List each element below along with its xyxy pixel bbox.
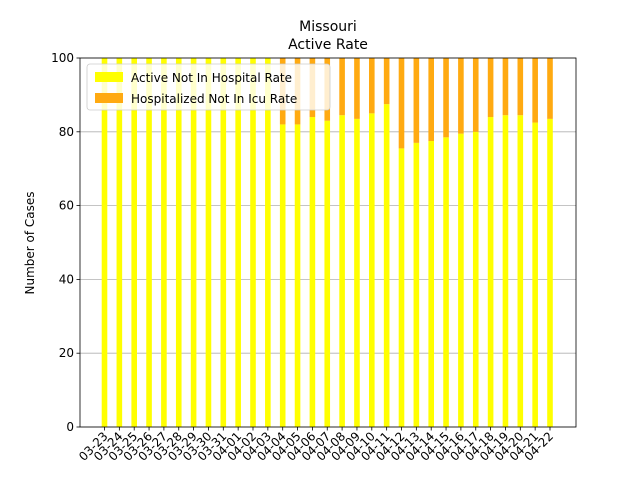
bar-segment bbox=[443, 58, 449, 138]
bar-segment bbox=[294, 124, 301, 428]
bar-segment bbox=[339, 115, 345, 427]
bars bbox=[101, 58, 553, 428]
bar-segment bbox=[369, 113, 375, 427]
bar-segment bbox=[443, 137, 449, 427]
bar-segment bbox=[472, 131, 479, 428]
bar-segment bbox=[309, 117, 316, 427]
bar-segment bbox=[458, 133, 464, 427]
legend: Active Not In Hospital Rate Hospitalized … bbox=[86, 63, 331, 111]
legend-label: Hospitalized Not In Icu Rate bbox=[131, 92, 297, 106]
bar-segment bbox=[220, 58, 227, 427]
y-tick-label: 40 bbox=[59, 272, 74, 286]
bar-segment bbox=[502, 115, 509, 427]
y-tick-label: 0 bbox=[66, 420, 74, 434]
bar-segment bbox=[175, 58, 182, 427]
bar-segment bbox=[517, 58, 524, 116]
bar-segment bbox=[369, 58, 375, 114]
bar-segment bbox=[250, 58, 256, 427]
bar-segment bbox=[398, 58, 405, 149]
bar-segment bbox=[428, 141, 434, 427]
bar-segment bbox=[517, 115, 524, 427]
bar-segment bbox=[131, 58, 137, 427]
y-axis-label: Number of Cases bbox=[23, 191, 37, 294]
bar-segment bbox=[116, 58, 123, 427]
bar-segment bbox=[502, 58, 509, 116]
bar-segment bbox=[354, 118, 360, 427]
bar-segment bbox=[235, 58, 241, 427]
bar-segment bbox=[383, 104, 390, 427]
bar-segment bbox=[472, 58, 479, 132]
plot-frame bbox=[79, 57, 577, 428]
legend-swatch bbox=[95, 72, 123, 82]
bar-segment bbox=[532, 122, 538, 427]
bar-segment bbox=[146, 58, 152, 427]
bar-segment bbox=[413, 142, 420, 427]
bar-segment bbox=[487, 117, 494, 427]
y-tick-label: 60 bbox=[59, 199, 74, 213]
bar-segment bbox=[547, 58, 553, 119]
bar-segment bbox=[190, 58, 197, 427]
bar-segment bbox=[383, 58, 390, 105]
legend-box bbox=[86, 63, 331, 111]
y-tick-label: 80 bbox=[59, 125, 74, 139]
y-tick-label: 20 bbox=[59, 346, 74, 360]
bar-segment bbox=[161, 58, 167, 427]
chart-title: Missouri bbox=[299, 19, 357, 35]
bar-segment bbox=[458, 58, 464, 134]
bar-segment bbox=[398, 148, 405, 427]
bar-segment bbox=[324, 120, 331, 427]
bar-segment bbox=[101, 58, 108, 427]
axes: 02040608010003-2303-2403-2503-2603-2703-… bbox=[51, 51, 577, 464]
bar-segment bbox=[547, 118, 553, 427]
bar-segment bbox=[428, 58, 434, 142]
bar-segment bbox=[265, 58, 271, 427]
chart-subtitle: Active Rate bbox=[288, 37, 368, 53]
bar-segment bbox=[532, 58, 538, 123]
bar-segment bbox=[279, 124, 286, 428]
legend-label: Active Not In Hospital Rate bbox=[131, 71, 292, 85]
legend-swatch bbox=[95, 93, 123, 103]
bar-segment bbox=[413, 58, 420, 143]
bar-segment bbox=[487, 58, 494, 118]
y-tick-label: 100 bbox=[51, 51, 74, 65]
bar-segment bbox=[205, 58, 212, 427]
bar-segment bbox=[339, 58, 345, 116]
bar-segment bbox=[354, 58, 360, 119]
